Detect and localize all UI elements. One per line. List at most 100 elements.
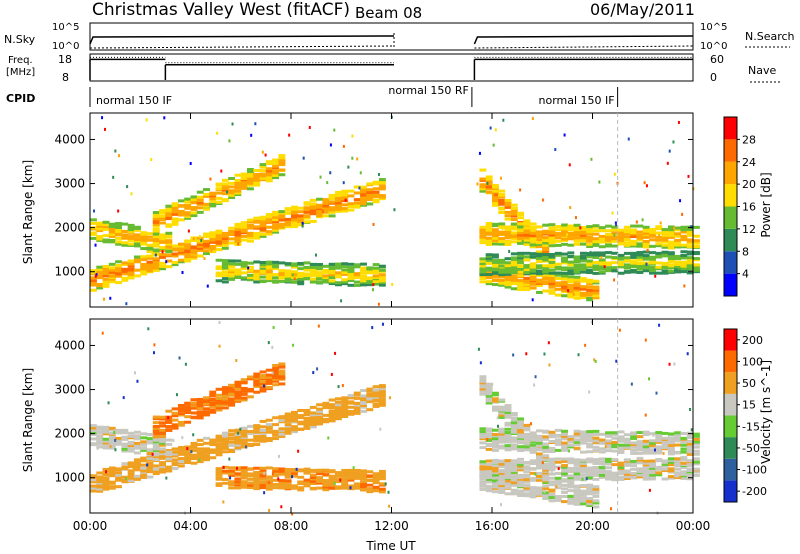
echo-cell: [146, 475, 154, 479]
echo-cell: [573, 489, 581, 493]
echo-scatter-cell: [132, 466, 135, 470]
echo-scatter-cell: [492, 143, 495, 147]
echo-cell: [328, 483, 336, 487]
echo-cell: [548, 289, 556, 293]
echo-cell: [504, 227, 512, 231]
echo-band: [90, 384, 386, 493]
echo-cell: [297, 420, 305, 424]
colorbar-swatch: [724, 184, 737, 207]
echo-cell: [586, 285, 594, 289]
echo-cell: [196, 190, 204, 194]
echo-cell: [284, 220, 292, 224]
echo-cell: [253, 372, 261, 376]
echo-cell: [693, 234, 700, 238]
echo-cell: [152, 251, 160, 255]
echo-cell: [372, 180, 380, 184]
echo-cell: [485, 221, 493, 225]
echo-cell: [353, 185, 361, 189]
echo-cell: [592, 477, 600, 481]
echo-cell: [347, 274, 355, 278]
echo-cell: [347, 202, 355, 206]
echo-scatter-cell: [358, 186, 361, 190]
echo-scatter-cell: [567, 449, 570, 453]
echo-cell: [265, 215, 273, 219]
echo-cell: [517, 441, 525, 445]
echo-cell: [542, 273, 550, 277]
echo-cell: [121, 243, 129, 247]
echo-cell: [184, 239, 192, 243]
echo-cell: [649, 475, 656, 479]
echo-cell: [523, 478, 531, 482]
echo-cell: [278, 382, 286, 386]
echo-cell: [152, 472, 160, 476]
echo-cell: [492, 230, 499, 234]
echo-cell: [492, 259, 499, 263]
echo-cell: [291, 273, 298, 277]
echo-cell: [510, 218, 518, 222]
echo-cell: [247, 395, 254, 399]
echo-cell: [278, 434, 286, 438]
colorbar-tick-label: -100: [742, 464, 767, 477]
echo-cell: [360, 203, 367, 207]
echo-scatter-cell: [203, 257, 206, 261]
echo-cell: [341, 482, 349, 486]
echo-cell: [272, 218, 280, 222]
echo-scatter-cell: [237, 431, 240, 435]
echo-cell: [215, 191, 223, 195]
echo-cell: [291, 262, 298, 266]
echo-cell: [328, 476, 336, 480]
echo-cell: [649, 432, 656, 436]
echo-cell: [517, 267, 525, 271]
echo-cell: [542, 450, 550, 454]
echo-cell: [196, 404, 204, 408]
echo-cell: [579, 484, 587, 488]
echo-cell: [309, 411, 317, 415]
echo-cell: [630, 459, 638, 463]
echo-cell: [221, 388, 229, 392]
echo-cell: [504, 276, 512, 280]
echo-cell: [586, 443, 594, 447]
echo-scatter-cell: [114, 448, 117, 452]
echo-cell: [127, 235, 135, 239]
echo-cell: [611, 251, 619, 255]
echo-cell: [617, 261, 625, 265]
echo-cell: [102, 482, 110, 486]
echo-cell: [611, 445, 619, 449]
echo-cell: [108, 230, 116, 234]
echo-cell: [661, 462, 669, 466]
echo-cell: [498, 206, 506, 210]
echo-cell: [215, 229, 223, 233]
echo-cell: [303, 274, 311, 278]
echo-cell: [234, 272, 242, 276]
echo-cell: [510, 278, 518, 282]
echo-cell: [649, 267, 656, 271]
echo-cell: [548, 457, 556, 461]
echo-cell: [215, 182, 223, 186]
echo-cell: [278, 168, 286, 172]
echo-cell: [127, 230, 135, 234]
echo-scatter-cell: [668, 149, 671, 153]
echo-cell: [127, 474, 135, 478]
echo-cell: [353, 409, 361, 413]
echo-scatter-cell: [627, 137, 630, 141]
echo-cell: [674, 262, 682, 266]
echo-cell: [579, 496, 587, 500]
echo-cell: [498, 440, 506, 444]
echo-scatter-cell: [301, 221, 304, 225]
echo-cell: [190, 448, 198, 452]
echo-cell: [636, 244, 644, 248]
echo-cell: [203, 246, 210, 250]
echo-cell: [586, 492, 594, 496]
echo-cell: [623, 441, 631, 445]
echo-cell: [548, 499, 556, 503]
echo-cell: [215, 469, 223, 473]
echo-cell: [272, 273, 280, 277]
echo-cell: [554, 481, 562, 485]
echo-cell: [190, 238, 198, 242]
echo-cell: [535, 474, 543, 478]
echo-cell: [115, 428, 123, 432]
echo-cell: [517, 225, 525, 229]
echo-cell: [127, 242, 135, 246]
